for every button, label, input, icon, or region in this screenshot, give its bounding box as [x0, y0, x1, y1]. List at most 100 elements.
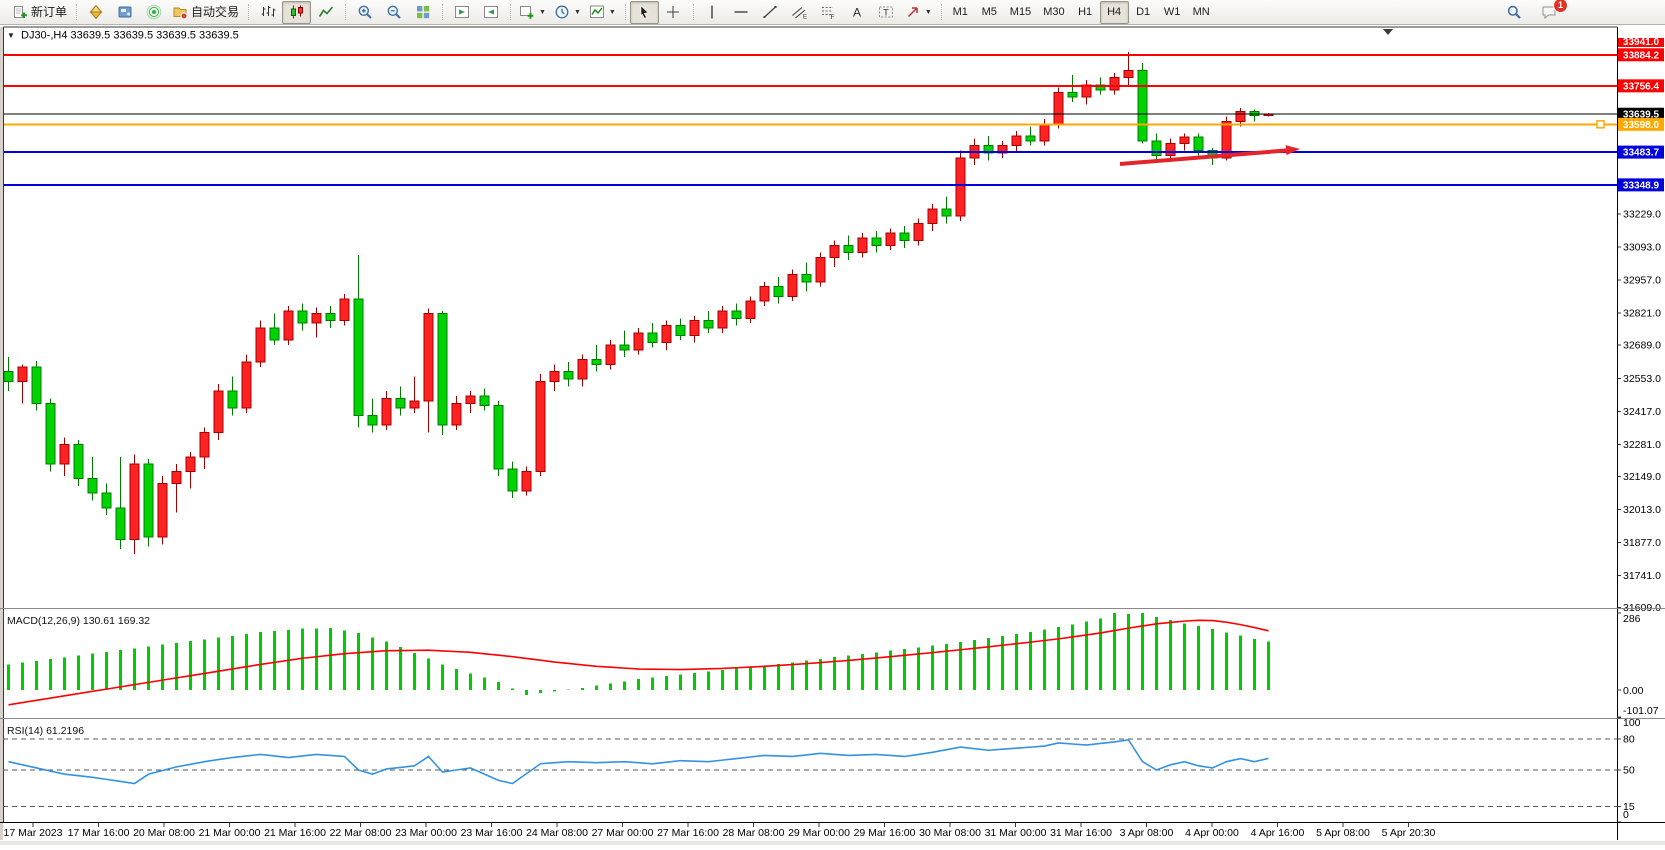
text-icon: A: [849, 4, 865, 20]
new-chart-dropdown-icon[interactable]: ▼: [539, 8, 546, 16]
candle: [423, 308, 434, 433]
candle: [815, 252, 826, 287]
candle-chart-button[interactable]: [282, 0, 312, 24]
candle: [633, 327, 644, 355]
horizontal-line-button[interactable]: [727, 1, 756, 24]
tf-h4-button[interactable]: H4: [1099, 0, 1129, 24]
candle: [703, 310, 714, 333]
new-order-button[interactable]: 新订单: [8, 1, 71, 24]
toolbar-group-chart-type: [247, 0, 344, 24]
vertical-line-button[interactable]: [698, 1, 727, 24]
navigator-button[interactable]: [110, 1, 139, 24]
candle: [115, 456, 126, 550]
candle: [1053, 87, 1064, 129]
new-chart-button[interactable]: ▼: [515, 1, 550, 24]
trendline-button[interactable]: [756, 1, 785, 24]
candlestick-series: [3, 52, 1274, 554]
rsi-tick-label: 100: [1623, 717, 1641, 729]
arrow-objects-button[interactable]: ▼: [901, 1, 936, 24]
candle: [269, 313, 280, 345]
macd-label: MACD(12,26,9) 130.61 169.32: [7, 615, 150, 627]
fibonacci-button[interactable]: F: [814, 1, 843, 24]
price-tick-label: 32013.0: [1623, 504, 1661, 516]
tf-w1-button[interactable]: W1: [1158, 1, 1187, 24]
toolbar-group-panels: 自动交易: [75, 0, 247, 24]
candle: [213, 383, 224, 440]
line-chart-icon: [318, 4, 334, 20]
tile-windows-button[interactable]: [408, 1, 437, 24]
tf-m5-button[interactable]: M5: [975, 1, 1004, 24]
candle: [1151, 133, 1162, 163]
candle: [899, 225, 910, 248]
tf-m30-label: M30: [1043, 5, 1065, 18]
arrange-charts-button[interactable]: [447, 1, 476, 24]
price-badge-label: 33884.2: [1623, 50, 1660, 61]
auto-trading-button[interactable]: 自动交易: [168, 1, 243, 24]
candle: [829, 240, 840, 268]
cascade-charts-button[interactable]: [476, 1, 505, 24]
arrow-annotation[interactable]: [1119, 145, 1300, 166]
chat-button[interactable]: 1: [1534, 0, 1568, 24]
cursor-button[interactable]: [629, 0, 659, 24]
periods-menu-button[interactable]: ▼: [550, 1, 585, 24]
toolbar-group-pointer: [624, 0, 692, 24]
arrow-objects-icon: [905, 4, 921, 20]
bar-chart-button[interactable]: [253, 1, 282, 24]
signals-button[interactable]: [139, 1, 168, 24]
time-tick-label: 3 Apr 08:00: [1120, 827, 1174, 839]
tf-m30-button[interactable]: M30: [1037, 1, 1070, 24]
tf-m1-button[interactable]: M1: [946, 1, 975, 24]
tf-h1-button[interactable]: H1: [1071, 1, 1100, 24]
tf-m15-button[interactable]: M15: [1004, 1, 1037, 24]
periods-menu-dropdown-icon[interactable]: ▼: [573, 8, 581, 16]
candle-chart-icon: [289, 4, 305, 20]
tile-windows-icon: [415, 4, 431, 20]
chart-title-overlay: ▼ DJ30-,H4 33639.5 33639.5 33639.5 33639.…: [7, 30, 239, 42]
tf-m5-label: M5: [981, 5, 997, 18]
candle: [689, 315, 700, 343]
candle: [367, 398, 378, 433]
candle: [535, 374, 546, 477]
fibonacci-icon: F: [820, 4, 836, 20]
market-watch-button[interactable]: [81, 1, 110, 24]
indicators-menu-button[interactable]: ▼: [585, 1, 620, 24]
crosshair-button[interactable]: [659, 1, 688, 24]
chart-shift-marker[interactable]: [1383, 29, 1393, 35]
one-click-trading-expander[interactable]: ▼: [7, 31, 15, 40]
price-badge-label: 33483.7: [1623, 148, 1660, 159]
price-badge: [1618, 48, 1664, 62]
zoom-out-button[interactable]: [379, 1, 408, 24]
candle: [493, 400, 504, 477]
text-label-button[interactable]: T: [872, 1, 901, 24]
time-tick-label: 27 Mar 00:00: [592, 827, 654, 839]
bar-chart-icon: [260, 4, 276, 20]
tf-mn-button[interactable]: MN: [1187, 1, 1216, 24]
candle: [31, 360, 42, 411]
arrange-charts-icon: [454, 4, 470, 20]
price-badge-label: 33348.9: [1623, 180, 1660, 191]
svg-text:T: T: [884, 8, 890, 18]
auto-trading-label: 自动交易: [191, 4, 240, 19]
time-tick-label: 31 Mar 16:00: [1050, 827, 1112, 839]
candle: [73, 439, 84, 486]
auto-trading-icon: [172, 4, 188, 20]
indicators-menu-dropdown-icon[interactable]: ▼: [608, 8, 616, 16]
candle: [605, 340, 616, 370]
time-tick-label: 17 Mar 2023: [4, 827, 63, 839]
arrow-objects-dropdown-icon[interactable]: ▼: [924, 8, 932, 16]
candle: [507, 461, 518, 499]
zoom-in-button[interactable]: [350, 1, 379, 24]
search-button[interactable]: [1499, 1, 1528, 24]
line-chart-button[interactable]: [311, 1, 340, 24]
equidistant-channel-button[interactable]: E: [785, 1, 814, 24]
candle: [171, 464, 182, 513]
tf-d1-button[interactable]: D1: [1129, 1, 1158, 24]
price-tick-label: 32149.0: [1623, 471, 1661, 483]
macd-signal-line: [8, 619, 1269, 706]
time-tick-label: 23 Mar 00:00: [395, 827, 457, 839]
text-button[interactable]: A: [843, 1, 872, 24]
macd-tick-label: 0.00: [1623, 685, 1644, 697]
candle: [409, 376, 420, 414]
level-handle[interactable]: [1596, 120, 1605, 129]
